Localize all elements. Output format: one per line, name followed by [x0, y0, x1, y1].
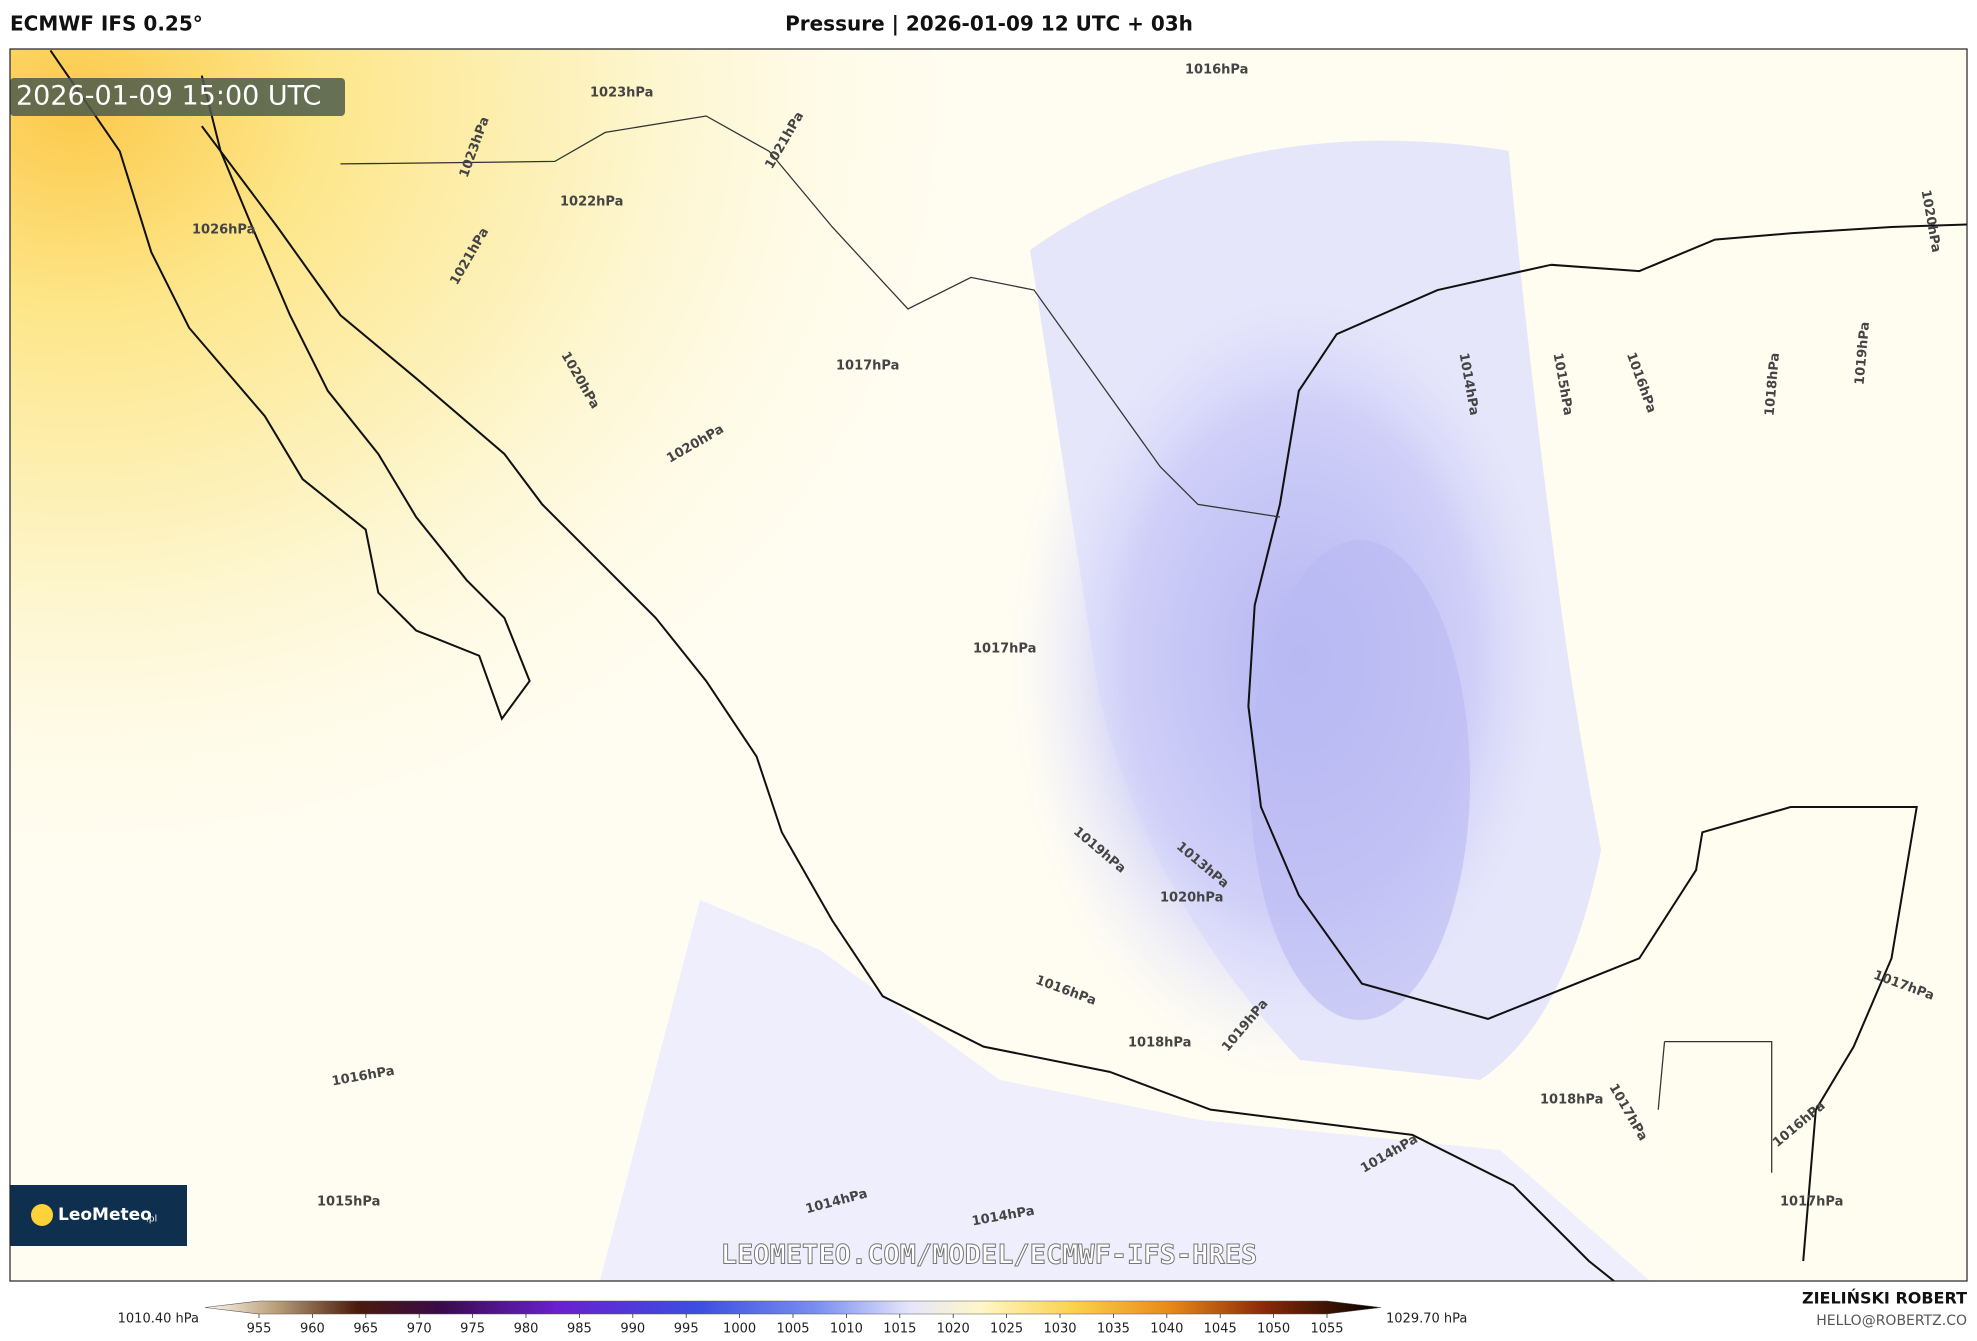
watermark: LEOMETEO.COM/MODEL/ECMWF-IFS-HRES	[721, 1240, 1257, 1271]
colorbar-tick-label: 1050	[1257, 1322, 1290, 1337]
map-frame	[9, 48, 1968, 1282]
contour-label: 1018hPa	[1128, 1036, 1191, 1051]
colorbar: 1010.40 hPa 1029.70 hPa 955 960 965 970 975 9…	[118, 1300, 1467, 1337]
colorbar-tick-label: 1025	[990, 1322, 1023, 1337]
contour-label: 1016hPa	[1185, 63, 1248, 78]
colorbar-tick-label: 1035	[1097, 1322, 1130, 1337]
valid-time: 2026-01-09 15:00 UTC	[16, 81, 321, 112]
colorbar-tick-label: 1010	[830, 1322, 863, 1337]
gulf-core	[1250, 540, 1470, 1020]
colorbar-tick-label: 1020	[937, 1322, 970, 1337]
contour-label: 1015hPa	[317, 1195, 380, 1210]
colorbar-tick-label: 1040	[1150, 1322, 1183, 1337]
map-title: Pressure | 2026-01-09 12 UTC + 03h	[785, 12, 1193, 36]
coastlines	[49, 49, 1967, 1281]
logo-name: LeoMeteo	[58, 1205, 152, 1225]
contact: HELLO@ROBERTZ.CO	[1816, 1313, 1967, 1329]
colorbar-tick-label: 1045	[1204, 1322, 1237, 1337]
colorbar-tick-label: 965	[353, 1322, 378, 1337]
colorbar-tick-label: 1015	[883, 1322, 916, 1337]
colorbar-tick-label: 955	[247, 1322, 272, 1337]
model-name: ECMWF IFS 0.25°	[10, 12, 203, 36]
contour-label: 1018hPa	[1540, 1093, 1603, 1108]
author: ZIELIŃSKI ROBERT	[1802, 1289, 1967, 1308]
contour-label: 1018hPa	[1763, 352, 1783, 416]
contour-label: 1017hPa	[973, 642, 1036, 657]
colorbar-tick-label: 1000	[723, 1322, 756, 1337]
contour-label: 1026hPa	[192, 223, 255, 238]
colorbar-tick-label: 975	[460, 1322, 485, 1337]
colorbar-tick-label: 1055	[1310, 1322, 1343, 1337]
colorbar-gradient	[204, 1300, 1382, 1315]
colorbar-tick-label: 985	[567, 1322, 592, 1337]
colorbar-min: 1010.40 hPa	[118, 1312, 199, 1327]
contour-label: 1022hPa	[560, 195, 623, 210]
contour-label: 1019hPa	[1853, 321, 1873, 385]
colorbar-max: 1029.70 hPa	[1386, 1312, 1467, 1327]
logo-sun	[31, 1204, 53, 1226]
borders	[340, 115, 1773, 1173]
pacific-shading	[600, 900, 1650, 1281]
colorbar-tick-label: 970	[407, 1322, 432, 1337]
contour-label: 1020hPa	[1160, 891, 1223, 906]
colorbar-tick-label: 1005	[776, 1322, 809, 1337]
logo-suffix: .pl	[146, 1215, 157, 1225]
colorbar-tick-label: 980	[514, 1322, 539, 1337]
contour-label: 1017hPa	[1780, 1195, 1843, 1210]
valid-time-box	[10, 78, 345, 116]
colorbar-tick-label: 960	[300, 1322, 325, 1337]
map: 1016hPa 1023hPa 1021hPa 1023hPa 1022hPa …	[10, 49, 1967, 1281]
contour-label: 1023hPa	[590, 86, 653, 101]
colorbar-tick-label: 1030	[1043, 1322, 1076, 1337]
east-shading	[1500, 50, 1967, 1281]
contour-label: 1017hPa	[836, 359, 899, 374]
colorbar-tick-label: 990	[620, 1322, 645, 1337]
colorbar-tick-label: 995	[674, 1322, 699, 1337]
